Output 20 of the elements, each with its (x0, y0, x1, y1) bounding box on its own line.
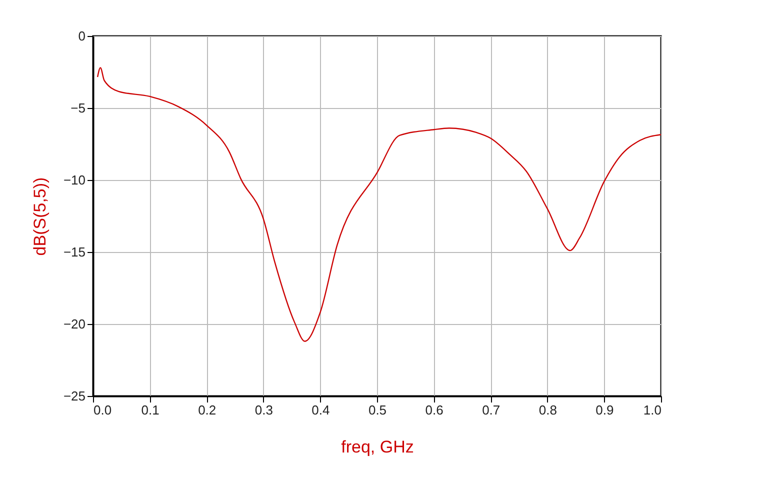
x-tick-label: 0.5 (368, 402, 387, 418)
x-tick-label: 0.9 (596, 402, 614, 418)
x-tick-label: 0.3 (254, 402, 273, 418)
y-tick-label: −10 (63, 172, 86, 188)
x-tick-label: 0.1 (141, 402, 160, 418)
y-tick-label: −20 (63, 316, 86, 332)
y-tick-label: −15 (63, 244, 86, 260)
x-axis-title: freq, GHz (341, 438, 414, 456)
x-tick-label: 0.2 (198, 402, 216, 418)
y-tick-label: 0 (78, 28, 86, 44)
x-tick-label: 1.0 (643, 402, 662, 418)
x-tick-label: 0.4 (312, 402, 330, 418)
x-tick-label: 0.8 (538, 402, 557, 418)
y-tick-label: −5 (70, 100, 86, 116)
x-tick-label: 0.7 (482, 402, 500, 418)
x-tick-label: 0.0 (94, 402, 112, 418)
line-series (96, 67, 661, 342)
y-axis-title: dB(S(5,5)) (30, 177, 50, 256)
y-tick-label: −25 (63, 388, 86, 404)
x-tick-label: 0.6 (425, 402, 444, 418)
